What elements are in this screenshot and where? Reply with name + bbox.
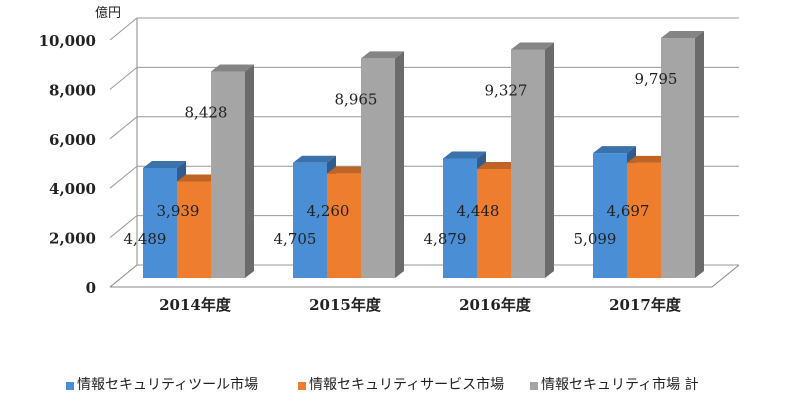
bar-top [211, 64, 254, 72]
bar-top [143, 161, 186, 169]
bar-top [593, 146, 636, 154]
chart-plot: 0 2,000 4,000 6,000 8,000 10,000 億円 4,489 3,939 8… [39, 5, 740, 314]
bar [593, 153, 627, 278]
bar-side [695, 31, 704, 279]
bar [327, 173, 361, 278]
legend-label: 情報セキュリティサービス市場 [309, 377, 505, 393]
bar [627, 162, 661, 278]
bar-top [661, 31, 704, 39]
legend-item-tools: 情報セキュリティツール市場 [66, 374, 258, 394]
bar [443, 158, 477, 278]
bar [177, 181, 211, 278]
legend-label: 情報セキュリティ市場 計 [541, 377, 699, 393]
y-tick-label: 10,000 [39, 32, 96, 50]
y-tick-label: 6,000 [49, 131, 96, 149]
bar-side [395, 51, 404, 278]
data-label: 4,260 [307, 202, 350, 220]
y-tick-label: 2,000 [49, 230, 96, 248]
bar [211, 71, 245, 278]
data-label: 4,879 [424, 230, 467, 248]
bar-side [545, 42, 554, 279]
bar-top [361, 51, 404, 59]
legend-item-services: 情報セキュリティサービス市場 [298, 374, 504, 394]
data-label: 4,448 [457, 202, 500, 220]
bar-top [293, 155, 336, 163]
bar [477, 169, 511, 278]
legend-item-total: 情報セキュリティ市場 計 [530, 374, 699, 394]
legend: 情報セキュリティツール市場 情報セキュリティサービス市場 情報セキュリティ市場 … [0, 374, 800, 394]
bar-top [477, 162, 520, 170]
x-tick-label: 2017年度 [609, 296, 682, 314]
data-label: 3,939 [157, 202, 200, 220]
legend-swatch [66, 382, 74, 390]
bar-top [327, 166, 370, 174]
x-tick-label: 2015年度 [309, 296, 382, 314]
bar-side [245, 64, 254, 278]
floor [110, 264, 740, 288]
y-tick-label: 0 [86, 279, 96, 297]
bar-top [627, 155, 670, 163]
bar-top [511, 42, 554, 50]
x-tick-label: 2016年度 [459, 296, 532, 314]
data-label: 4,697 [607, 202, 650, 220]
data-label: 9,795 [635, 70, 678, 88]
bar [511, 49, 545, 279]
bar [661, 38, 695, 279]
data-label: 4,489 [124, 230, 167, 248]
data-label: 8,965 [335, 90, 378, 108]
gridline [109, 17, 739, 41]
bar-top [443, 151, 486, 159]
bar [293, 162, 327, 278]
bar [143, 168, 177, 278]
y-unit-label: 億円 [95, 5, 121, 21]
data-label: 9,327 [485, 81, 528, 99]
x-tick-label: 2014年度 [159, 296, 232, 314]
legend-swatch [298, 382, 306, 390]
data-label: 4,705 [274, 230, 317, 248]
data-label: 8,428 [185, 104, 228, 122]
bar [361, 58, 395, 278]
bar-top [177, 174, 220, 182]
legend-label: 情報セキュリティツール市場 [77, 377, 259, 393]
legend-swatch [530, 382, 538, 390]
y-tick-label: 4,000 [49, 180, 96, 198]
data-label: 5,099 [574, 230, 617, 248]
y-tick-label: 8,000 [49, 81, 96, 99]
